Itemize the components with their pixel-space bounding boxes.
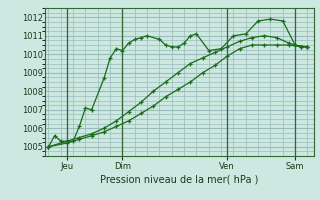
X-axis label: Pression niveau de la mer( hPa ): Pression niveau de la mer( hPa ) bbox=[100, 175, 258, 185]
